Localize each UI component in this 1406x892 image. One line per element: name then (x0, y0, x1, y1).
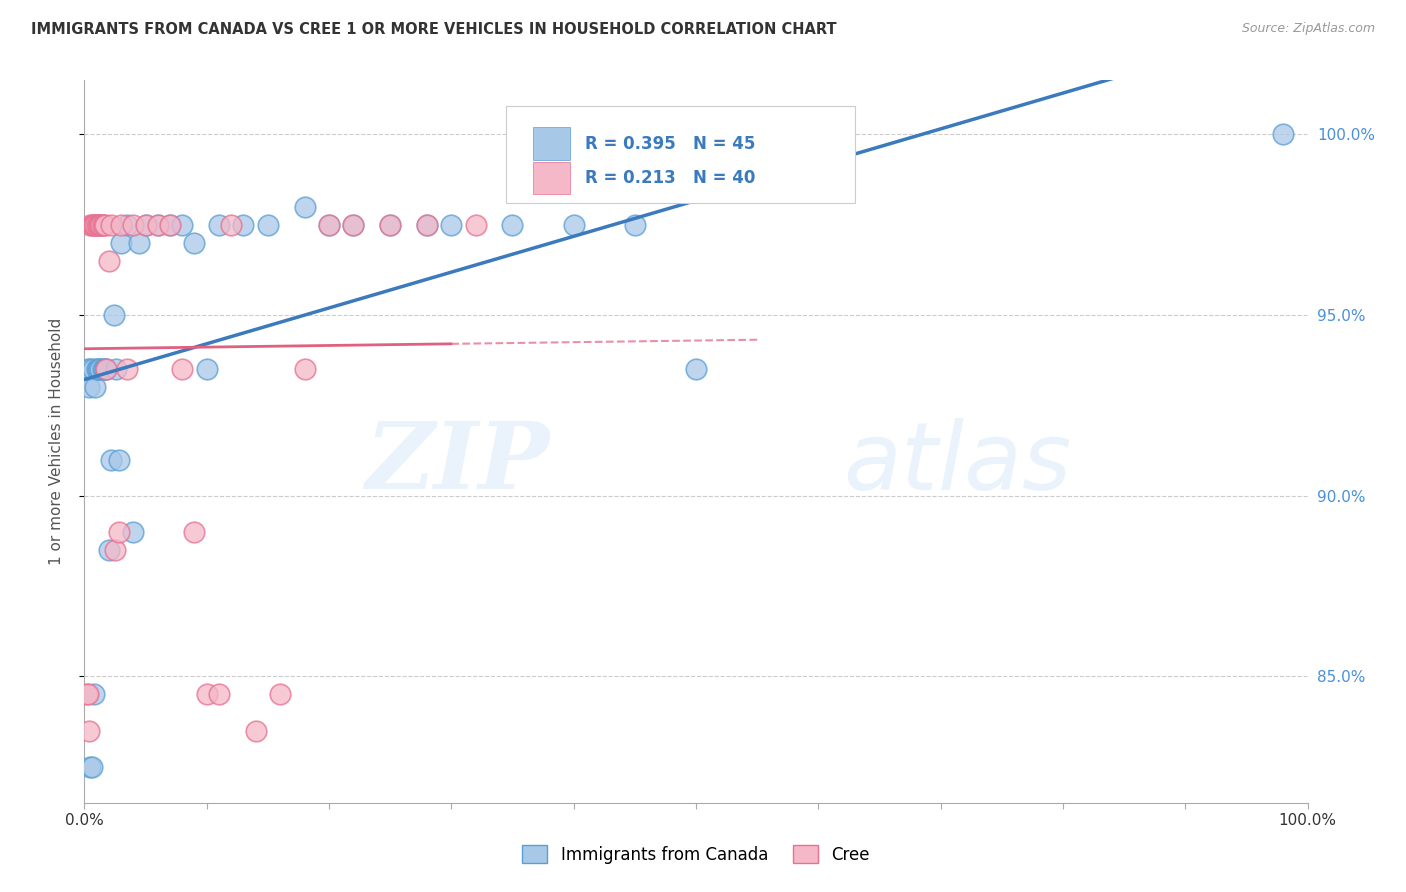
Point (245, 723, 267, 738)
Point (86, 362, 108, 376)
Point (87, 218, 110, 232)
Point (342, 218, 364, 232)
Point (440, 218, 463, 232)
Point (82, 218, 104, 232)
Point (93, 362, 115, 376)
Point (294, 200, 316, 214)
Point (110, 235, 132, 250)
Point (135, 218, 157, 232)
Point (122, 218, 145, 232)
Point (82, 362, 104, 376)
Point (115, 218, 138, 232)
Point (100, 452, 122, 467)
Point (87, 362, 110, 376)
Point (183, 524, 205, 539)
Point (342, 218, 364, 232)
Point (380, 218, 402, 232)
Point (77, 380, 100, 394)
Point (257, 218, 280, 232)
Point (416, 218, 439, 232)
Point (87, 218, 110, 232)
Point (87, 362, 110, 376)
Text: ZIP: ZIP (366, 418, 550, 508)
Point (562, 218, 585, 232)
Point (86, 218, 108, 232)
Point (100, 218, 122, 232)
Text: R = 0.213   N = 40: R = 0.213 N = 40 (585, 169, 755, 187)
Point (77, 362, 100, 376)
Point (79, 362, 101, 376)
Point (294, 362, 316, 376)
Point (77, 723, 100, 738)
Bar (533, 128, 569, 160)
Point (685, 362, 707, 376)
Point (84, 218, 107, 232)
Point (380, 218, 402, 232)
Legend: Immigrants from Canada, Cree: Immigrants from Canada, Cree (516, 838, 876, 871)
Point (115, 362, 138, 376)
FancyBboxPatch shape (506, 105, 855, 203)
Point (96, 362, 118, 376)
Point (208, 688, 231, 702)
Point (94, 218, 117, 232)
Point (219, 218, 242, 232)
Text: Source: ZipAtlas.com: Source: ZipAtlas.com (1241, 22, 1375, 36)
Point (89, 362, 111, 376)
Point (195, 688, 218, 702)
Text: R = 0.395   N = 45: R = 0.395 N = 45 (585, 135, 755, 153)
Point (103, 308, 125, 322)
Point (122, 524, 145, 539)
Text: atlas: atlas (842, 417, 1071, 508)
Point (232, 218, 254, 232)
Point (464, 218, 486, 232)
Point (77, 688, 100, 702)
Point (79, 760, 101, 774)
Point (135, 218, 157, 232)
Point (159, 218, 181, 232)
Point (146, 218, 169, 232)
Point (110, 218, 132, 232)
Point (83, 688, 105, 702)
Point (183, 235, 205, 250)
Point (80, 760, 103, 774)
Point (105, 362, 128, 376)
Point (269, 688, 291, 702)
Point (83, 218, 105, 232)
Point (94, 362, 117, 376)
Point (84, 380, 107, 394)
Point (79, 218, 101, 232)
Text: IMMIGRANTS FROM CANADA VS CREE 1 OR MORE VEHICLES IN HOUSEHOLD CORRELATION CHART: IMMIGRANTS FROM CANADA VS CREE 1 OR MORE… (31, 22, 837, 37)
Point (416, 218, 439, 232)
Point (1272, 128, 1295, 142)
Point (76, 688, 98, 702)
Point (159, 218, 181, 232)
Point (96, 362, 118, 376)
Point (80, 218, 103, 232)
Point (195, 362, 218, 376)
Point (104, 543, 127, 558)
Point (172, 362, 194, 376)
Point (208, 218, 231, 232)
Y-axis label: 1 or more Vehicles in Household: 1 or more Vehicles in Household (49, 318, 63, 566)
Point (172, 218, 194, 232)
Point (107, 524, 129, 539)
Point (91, 362, 114, 376)
Bar (533, 162, 569, 194)
Point (97, 254, 120, 268)
Point (90, 218, 112, 232)
Point (89, 218, 111, 232)
Point (91, 218, 114, 232)
Point (318, 218, 340, 232)
Point (97, 543, 120, 558)
Point (318, 218, 340, 232)
Point (146, 218, 169, 232)
Point (107, 452, 129, 467)
Point (128, 235, 150, 250)
Point (93, 218, 115, 232)
Point (624, 218, 647, 232)
Point (502, 218, 524, 232)
